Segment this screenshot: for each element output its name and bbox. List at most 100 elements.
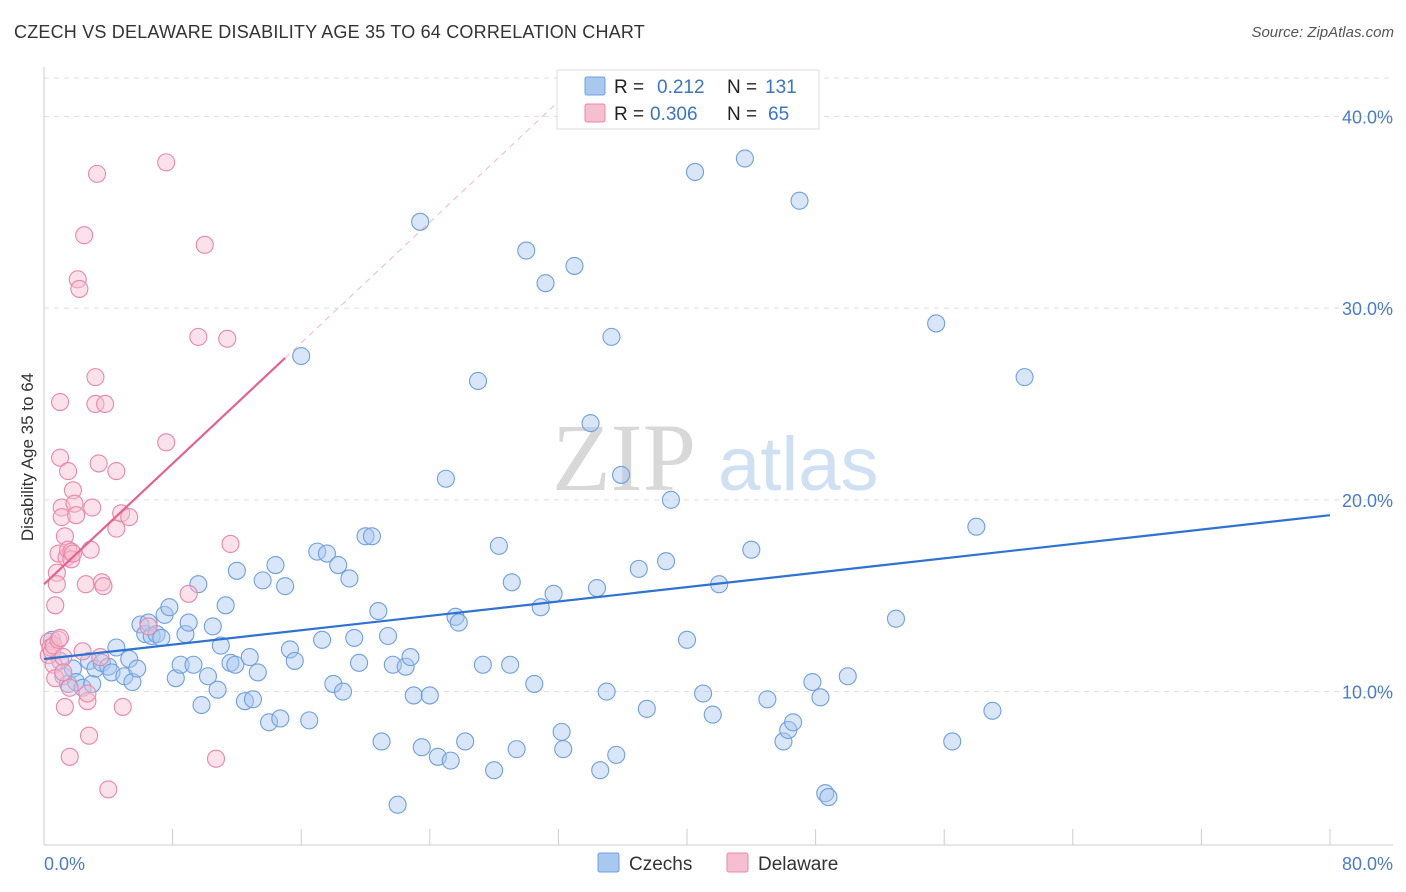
delaware-point <box>157 433 176 452</box>
czechs-point <box>292 346 311 366</box>
delaware-point <box>47 575 66 594</box>
czechs-point <box>661 490 680 509</box>
delaware-point <box>89 454 108 473</box>
czechs-point <box>591 761 610 780</box>
y-tick-label: 20.0% <box>1342 491 1393 511</box>
czechs-point <box>184 655 203 674</box>
czechs-point <box>340 569 359 588</box>
czechs-point <box>345 628 364 647</box>
czechs-point <box>489 536 508 555</box>
delaware-points <box>39 153 240 799</box>
axes <box>43 67 1393 846</box>
delaware-point <box>63 544 82 563</box>
bottom-legend-swatch-delaware <box>726 852 749 873</box>
legend-r-label-delaware: R = <box>614 104 644 125</box>
bottom-legend-swatch-czechs <box>597 852 620 873</box>
delaware-point <box>51 393 70 412</box>
czechs-point <box>329 555 348 575</box>
delaware-point <box>54 663 73 682</box>
delaware-point <box>51 628 70 647</box>
czechs-point <box>73 678 92 697</box>
czechs-point <box>198 667 218 686</box>
delaware-point <box>55 527 74 546</box>
y-axis-label: Disability Age 35 to 64 <box>18 373 37 541</box>
delaware-point <box>67 506 86 525</box>
czechs-point <box>248 663 267 682</box>
czechs-point <box>587 579 607 598</box>
czechs-point <box>544 584 563 603</box>
legend: R = 0.212 N = 131 R = 0.306 N = 65 <box>556 69 820 130</box>
bottom-legend-czechs: Czechs <box>629 854 692 875</box>
czechs-point <box>637 699 656 718</box>
y-tick-label: 10.0% <box>1342 683 1393 703</box>
czechs-point <box>280 640 299 659</box>
czechs-point <box>943 732 962 751</box>
delaware-point <box>59 462 78 481</box>
delaware-point <box>78 692 97 711</box>
czechs-point <box>602 327 621 346</box>
delaware-point <box>65 494 84 513</box>
czechs-point <box>449 613 468 632</box>
legend-n-label-czechs: N = <box>727 77 757 98</box>
delaware-point <box>76 575 95 594</box>
czechs-point <box>790 191 809 210</box>
czechs-point <box>396 657 415 676</box>
delaware-point <box>86 394 105 414</box>
watermark-atlas: atlas <box>718 422 879 507</box>
czechs-point <box>517 241 536 260</box>
czechs-point <box>525 674 544 693</box>
czechs-point <box>657 552 676 571</box>
czechs-point <box>378 626 398 646</box>
delaware-point <box>99 780 118 799</box>
delaware-point <box>81 540 100 559</box>
delaware-point <box>60 747 79 766</box>
czechs-point <box>83 674 102 693</box>
legend-r-value-czechs: 0.212 <box>657 77 705 98</box>
y-tick-label: 30.0% <box>1342 299 1393 319</box>
czechs-point <box>784 713 803 732</box>
delaware-trend-extension <box>284 77 584 359</box>
czechs-point <box>259 713 279 732</box>
legend-swatch-czechs <box>584 76 606 96</box>
czechs-point <box>266 555 285 575</box>
czechs-point <box>694 684 713 703</box>
x-tick-label-max: 80.0% <box>1342 854 1393 874</box>
bottom-legend: Czechs Delaware <box>597 852 838 875</box>
czechs-point <box>456 732 475 751</box>
legend-swatch-delaware <box>584 103 606 123</box>
y-tick-labels: 10.0% 20.0% 30.0% 40.0% <box>1342 107 1393 702</box>
czechs-point <box>436 469 455 488</box>
czechs-point <box>411 212 430 231</box>
czechs-point <box>362 527 381 546</box>
czechs-point <box>285 651 304 670</box>
czechs-point <box>369 602 388 621</box>
czechs-point <box>123 672 142 692</box>
czechs-point <box>128 659 147 678</box>
czechs-point <box>774 732 793 751</box>
czechs-point <box>372 732 391 751</box>
czechs-point <box>735 149 754 168</box>
czechs-point <box>412 738 431 757</box>
delaware-point <box>63 481 82 500</box>
czechs-point <box>607 745 626 764</box>
chart-title: CZECH VS DELAWARE DISABILITY AGE 35 TO 6… <box>14 22 645 42</box>
czechs-point <box>160 598 179 617</box>
czechs-point <box>983 701 1002 720</box>
czechs-point <box>612 465 631 484</box>
delaware-point <box>107 462 126 481</box>
bottom-legend-delaware: Delaware <box>758 854 838 875</box>
czechs-point <box>536 274 555 293</box>
czechs-point <box>485 761 504 780</box>
czechs-point <box>552 722 571 741</box>
czechs-point <box>967 517 986 536</box>
czechs-point <box>565 256 584 275</box>
delaware-point <box>195 235 214 254</box>
delaware-trend-line <box>43 357 286 586</box>
legend-n-value-delaware: 65 <box>768 104 789 125</box>
czechs-point <box>313 630 332 649</box>
czechs-point <box>276 577 295 596</box>
czechs-point <box>886 609 906 628</box>
czechs-point <box>226 655 245 674</box>
x-tick-label-min: 0.0% <box>44 854 85 874</box>
